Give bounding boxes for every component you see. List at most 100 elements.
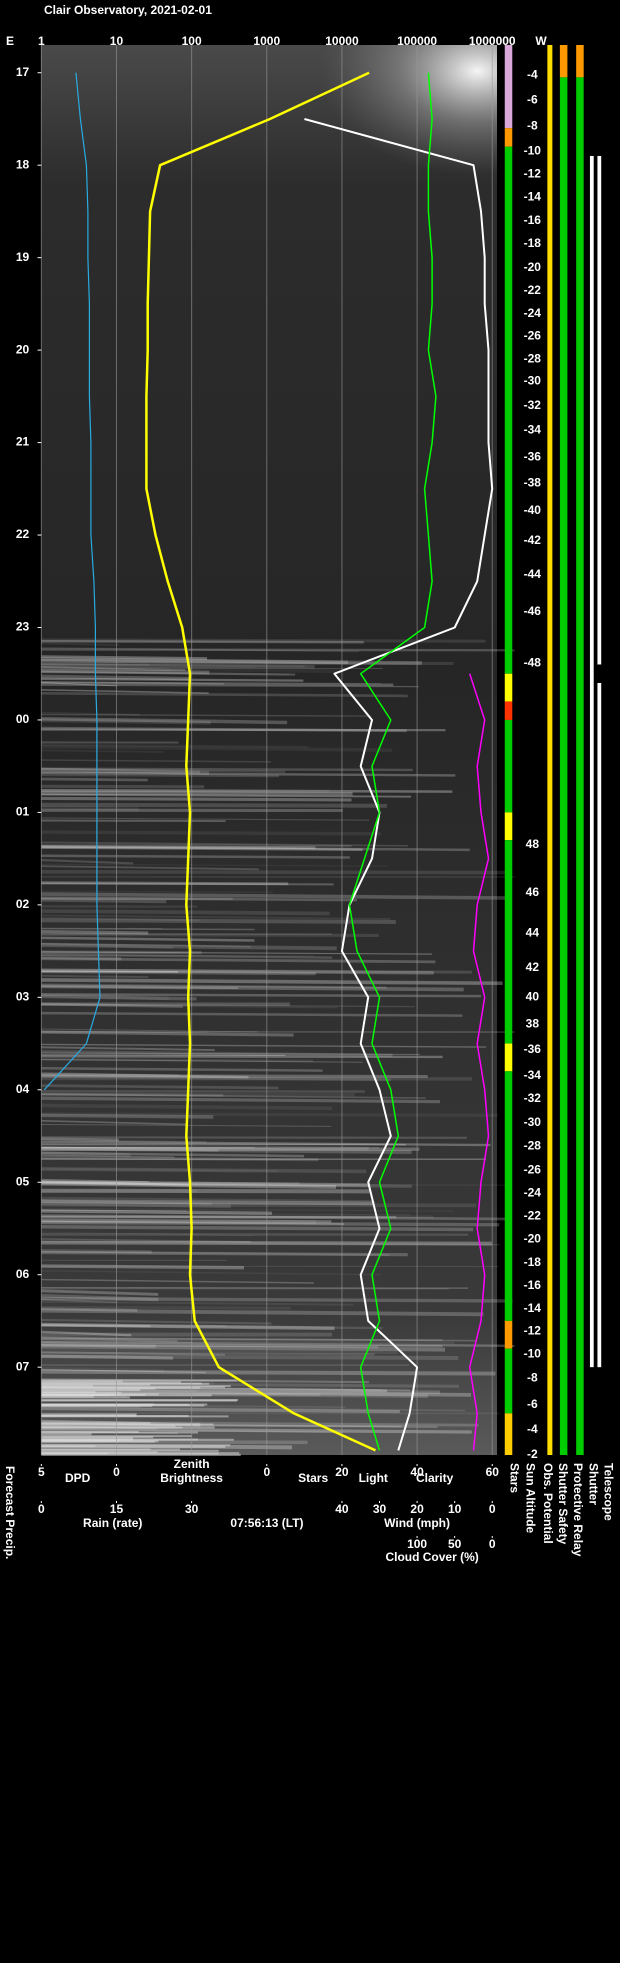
- keogram-streak: [41, 1344, 443, 1348]
- keogram-streak: [41, 918, 396, 924]
- keogram-streak: [41, 802, 388, 808]
- keogram-streak: [41, 1405, 466, 1412]
- status-segment: [504, 673, 513, 702]
- sun-altitude-label: 38: [526, 1016, 540, 1030]
- keogram-streak: [41, 1055, 443, 1059]
- stars-tick-label: 0: [263, 1465, 270, 1479]
- west-label: W: [535, 34, 547, 48]
- cloud-tick-label: 50: [448, 1537, 462, 1551]
- keogram-streak: [41, 927, 163, 930]
- keogram-streak: [41, 1218, 332, 1223]
- keogram-streak: [41, 767, 210, 776]
- rain-tick-label: 15: [110, 1502, 124, 1516]
- keogram-streak: [41, 1178, 149, 1183]
- keogram-streak: [41, 859, 134, 865]
- stars-tick-label: 20: [335, 1465, 349, 1479]
- keogram-streak: [41, 1336, 477, 1342]
- keogram-streak: [41, 728, 446, 732]
- sun-altitude-label: -34: [524, 1068, 542, 1082]
- column-label: Protective Relay: [571, 1463, 585, 1557]
- wind-tick-label: 0: [489, 1502, 496, 1516]
- sun-altitude-label: -36: [524, 1042, 542, 1056]
- keogram-streak: [41, 1054, 286, 1057]
- keogram-streak: [41, 1351, 375, 1356]
- status-segment: [504, 840, 513, 1044]
- keogram-streak: [41, 711, 140, 716]
- keogram-streak: [41, 1113, 214, 1119]
- keogram-streak: [41, 1143, 406, 1146]
- sun-altitude-label: -42: [524, 533, 542, 547]
- keogram-streak: [41, 1298, 117, 1304]
- keogram-streak: [41, 1264, 245, 1270]
- sun-altitude-label: -14: [524, 1301, 542, 1315]
- keogram-streak: [41, 1058, 363, 1063]
- stars-axis-label: Stars: [298, 1471, 328, 1485]
- keogram-streak: [41, 1354, 459, 1360]
- hour-label: 22: [16, 527, 30, 541]
- status-segment: [597, 155, 602, 665]
- keogram-streak: [41, 951, 433, 955]
- keogram-streak: [41, 716, 288, 725]
- status-segment: [559, 45, 568, 78]
- keogram-streak: [41, 1289, 159, 1296]
- cloud-tick-label: 100: [407, 1537, 427, 1551]
- zenith-label: Zenith: [174, 1457, 210, 1471]
- column-label: Stars: [507, 1463, 521, 1493]
- keogram-streak: [41, 1143, 369, 1151]
- column-label: Telescope: [601, 1463, 615, 1521]
- keogram-streak: [41, 743, 309, 749]
- keogram-streak: [41, 930, 149, 935]
- keogram-streak: [41, 1154, 175, 1158]
- status-segment: [547, 45, 553, 1455]
- hour-label: 03: [16, 989, 30, 1003]
- hour-label: 23: [16, 620, 30, 634]
- keogram-streak: [41, 1324, 227, 1327]
- keogram-streak: [41, 692, 408, 698]
- keogram-streak: [41, 943, 173, 949]
- keogram-streak: [41, 668, 210, 675]
- status-segment: [504, 1320, 513, 1349]
- keogram-streak: [41, 677, 304, 682]
- keogram-streak: [41, 841, 409, 847]
- keogram-streak: [41, 658, 422, 665]
- sun-altitude-label: -28: [524, 352, 542, 366]
- keogram-streak: [41, 663, 305, 668]
- keogram-streak: [41, 1112, 498, 1117]
- keogram-streak: [41, 1030, 294, 1037]
- keogram-streak: [41, 1052, 420, 1055]
- keogram-streak: [41, 648, 515, 652]
- keogram-streak: [41, 1146, 412, 1155]
- status-segment: [504, 128, 513, 147]
- keogram-streak: [41, 1318, 272, 1325]
- hour-label: 18: [16, 157, 30, 171]
- keogram-streak: [41, 1180, 300, 1185]
- sun-altitude-label: -8: [527, 1370, 538, 1384]
- sun-altitude-label: -30: [524, 1115, 542, 1129]
- keogram-streak: [41, 1220, 345, 1225]
- keogram-streak: [41, 1368, 206, 1374]
- time-label: 07:56:13 (LT): [230, 1516, 303, 1530]
- keogram-streak: [41, 953, 333, 959]
- sun-altitude-label: -12: [524, 1323, 542, 1337]
- keogram-streak: [41, 1338, 193, 1343]
- keogram-streak: [41, 1201, 231, 1209]
- keogram-streak: [41, 1305, 291, 1310]
- keogram-streak: [41, 1251, 408, 1257]
- sun-altitude-label: -22: [524, 283, 542, 297]
- keogram-streak: [41, 1220, 500, 1227]
- keogram-streak: [41, 1322, 335, 1331]
- keogram-streak: [41, 670, 296, 676]
- top-tick-label: 1000000: [469, 34, 516, 48]
- keogram-streak: [41, 936, 255, 942]
- keogram-streak: [41, 1167, 279, 1173]
- sun-altitude-label: -34: [524, 423, 542, 437]
- keogram-streak: [41, 1120, 188, 1126]
- sun-altitude-label: -46: [524, 604, 542, 618]
- keogram-streak: [41, 1183, 510, 1187]
- keogram-streak: [41, 726, 407, 733]
- keogram-streak: [41, 1146, 219, 1152]
- sun-altitude-label: -48: [524, 656, 542, 670]
- status-segment: [597, 682, 602, 1368]
- keogram-streak: [41, 1072, 180, 1076]
- keogram-streak: [41, 788, 453, 793]
